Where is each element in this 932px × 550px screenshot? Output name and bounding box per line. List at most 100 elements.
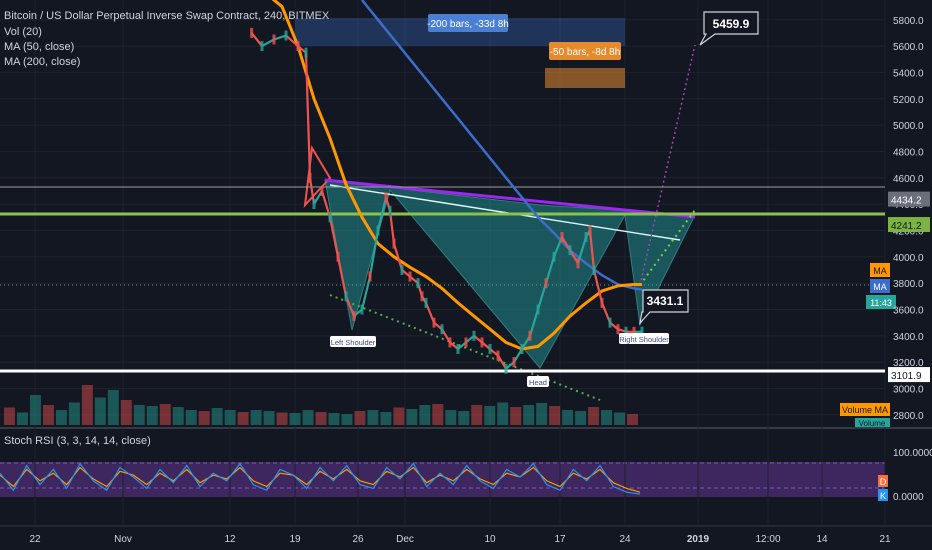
price-tick-label: 5000.0 (893, 121, 924, 132)
volume-layer (4, 385, 638, 425)
price-candle (260, 41, 264, 52)
level-badge-text: 3101.9 (891, 371, 922, 382)
price-candle (592, 264, 596, 275)
level-badge[interactable] (888, 367, 930, 383)
ma200-line[interactable] (361, 0, 643, 291)
stoch-tick-label: 0.0000 (893, 492, 924, 503)
stoch-k-line[interactable] (0, 462, 641, 495)
range-box-50-bars[interactable] (545, 68, 625, 88)
price-candle (520, 343, 524, 354)
indicator-stoch-rsi[interactable]: Stoch RSI (3, 3, 14, 14, close) (4, 435, 151, 447)
price-candle (388, 205, 392, 216)
stoch-d-line[interactable] (0, 466, 641, 493)
symbol-title[interactable]: Bitcoin / US Dollar Perpetual Inverse Sw… (4, 10, 330, 22)
volume-bar (107, 390, 119, 425)
label-50-bars[interactable]: -50 bars, -8d 8h (549, 42, 621, 60)
badge-volume-text: Volume (859, 419, 886, 428)
time-tick-label: 21 (879, 534, 891, 545)
grid-layer (0, 0, 886, 526)
price-tick-label: 2800.0 (893, 411, 924, 422)
price-candle (296, 41, 300, 52)
volume-bar (94, 397, 106, 425)
price-candle (528, 330, 532, 341)
price-segment (250, 32, 263, 47)
price-candle (616, 324, 620, 335)
time-tick-label: Nov (114, 534, 132, 545)
legend: Bitcoin / US Dollar Perpetual Inverse Sw… (4, 10, 330, 447)
time-tick-label: 17 (554, 534, 566, 545)
price-candle (544, 278, 548, 289)
volume-bar (276, 412, 288, 425)
price-candle (376, 225, 380, 236)
price-candle (308, 172, 312, 183)
volume-bar (614, 412, 626, 425)
right-shoulder-tag[interactable]: Right Shoulder (619, 333, 669, 344)
descending-trendline[interactable] (329, 294, 601, 401)
left-shoulder-tag[interactable]: Left Shoulder (330, 336, 376, 347)
price-candle (416, 278, 420, 289)
badge-ma-orange[interactable]: MA (870, 263, 890, 277)
time-tick-label: Dec (396, 534, 414, 545)
volume-bar (315, 412, 327, 425)
time-axis[interactable]: 22 Nov 12 19 26 Dec 10 17 24 2019 12:00 14 21 (29, 534, 891, 545)
price-candle (480, 337, 484, 348)
price-segment (336, 256, 348, 297)
volume-bar (211, 408, 223, 425)
price-tick-label: 3400.0 (893, 332, 924, 343)
neckline[interactable] (324, 178, 696, 219)
ma50-line[interactable] (266, 0, 642, 351)
level-badge[interactable] (888, 191, 930, 207)
volume-bar (627, 414, 638, 425)
price-tick-label: 5800.0 (893, 16, 924, 27)
head-tag[interactable]: Head (527, 376, 549, 387)
volume-bar (263, 411, 275, 425)
left-shoulder-text: Left Shoulder (331, 338, 376, 347)
price-tick-label: 5400.0 (893, 68, 924, 79)
price-segment (368, 230, 380, 277)
price-candle (284, 30, 288, 41)
volume-bar (328, 413, 340, 425)
volume-bar (42, 405, 54, 425)
price-segment (328, 217, 340, 258)
price-segment (261, 38, 275, 48)
stoch-layer (0, 462, 641, 495)
badge-volume[interactable]: Volume (855, 418, 890, 428)
volume-bar (198, 411, 210, 425)
time-tick-label: 2019 (687, 534, 710, 545)
price-segment (360, 276, 372, 310)
time-tick-label: 10 (484, 534, 496, 545)
stoch-axis[interactable]: 100.0000 0.0000 (893, 448, 932, 503)
badge-stoch-d[interactable]: D (878, 475, 888, 487)
badge-stoch-k[interactable]: K (878, 489, 888, 501)
price-candle (456, 343, 460, 354)
price-candle (472, 330, 476, 341)
callout-current[interactable]: 3431.1 (639, 289, 689, 325)
price-candle (504, 363, 508, 374)
price-candle (432, 317, 436, 328)
badge-volume-ma[interactable]: Volume MA (840, 403, 890, 416)
time-tick-label: 14 (816, 534, 828, 545)
level-badge[interactable] (888, 217, 930, 233)
indicator-ma50[interactable]: MA (50, close) (4, 41, 74, 53)
price-candle (496, 350, 500, 361)
stoch-panel-bg (0, 462, 885, 497)
price-candle (568, 245, 572, 256)
badge-ma-blue-text: MA (873, 282, 887, 292)
badge-ma-blue[interactable]: MA (870, 279, 890, 293)
price-candle (392, 238, 396, 249)
price-candle (272, 34, 276, 45)
volume-bar (146, 406, 158, 425)
label-200-bars[interactable]: -200 bars, -33d 8h (427, 14, 509, 32)
price-candle (250, 27, 254, 38)
indicator-vol[interactable]: Vol (20) (4, 26, 42, 38)
volume-bar (250, 410, 262, 425)
volume-bar (419, 405, 431, 425)
price-candle (624, 326, 628, 337)
volume-bar (471, 405, 483, 425)
callout-target[interactable]: 5459.9 (699, 11, 759, 46)
badge-countdown[interactable]: 11:43 (866, 295, 896, 309)
target-projection[interactable] (639, 44, 696, 286)
indicator-ma200[interactable]: MA (200, close) (4, 56, 80, 68)
price-segment (588, 230, 596, 271)
